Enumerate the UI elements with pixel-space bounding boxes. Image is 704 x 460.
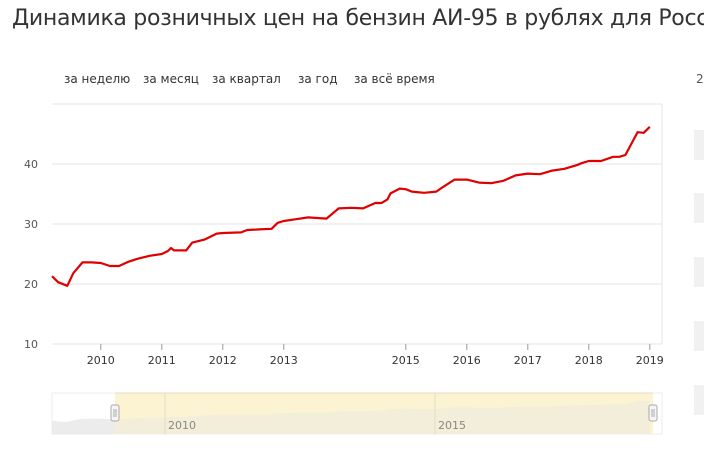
- tab-all-time[interactable]: за всё время: [354, 72, 435, 86]
- navigator-year-label: 2015: [438, 419, 466, 432]
- y-tick-label: 30: [24, 218, 38, 231]
- navigator-left-handle[interactable]: [110, 404, 120, 422]
- side-panel-button[interactable]: [694, 385, 704, 415]
- y-tick-label: 40: [24, 158, 38, 171]
- navigator-right-handle[interactable]: [648, 404, 658, 422]
- x-tick-label: 2019: [636, 354, 664, 367]
- tab-week[interactable]: за неделю: [64, 72, 131, 86]
- x-tick-label: 2012: [209, 354, 237, 367]
- x-tick-label: 2010: [87, 354, 115, 367]
- y-tick-label: 10: [24, 338, 38, 351]
- side-panel-button[interactable]: [694, 257, 704, 287]
- side-panel-fragment: 2: [696, 72, 704, 86]
- x-tick-label: 2017: [514, 354, 542, 367]
- tab-year[interactable]: за год: [298, 72, 338, 86]
- y-tick-label: 20: [24, 278, 38, 291]
- x-tick-label: 2016: [453, 354, 481, 367]
- navigator-year-label: 2010: [168, 419, 196, 432]
- side-panel-button[interactable]: [694, 130, 704, 160]
- x-tick-label: 2013: [270, 354, 298, 367]
- x-tick-label: 2011: [148, 354, 176, 367]
- x-tick-label: 2018: [575, 354, 603, 367]
- x-tick-label: 2015: [392, 354, 420, 367]
- tab-quarter[interactable]: за квартал: [212, 72, 281, 86]
- side-panel-button[interactable]: [694, 193, 704, 223]
- tab-month[interactable]: за месяц: [143, 72, 199, 86]
- navigator-area: [52, 400, 650, 434]
- page-title: Динамика розничных цен на бензин АИ-95 в…: [12, 6, 704, 31]
- series-line: [51, 126, 651, 287]
- side-panel-button[interactable]: [694, 321, 704, 351]
- navigator-selection-overlay: [115, 393, 653, 434]
